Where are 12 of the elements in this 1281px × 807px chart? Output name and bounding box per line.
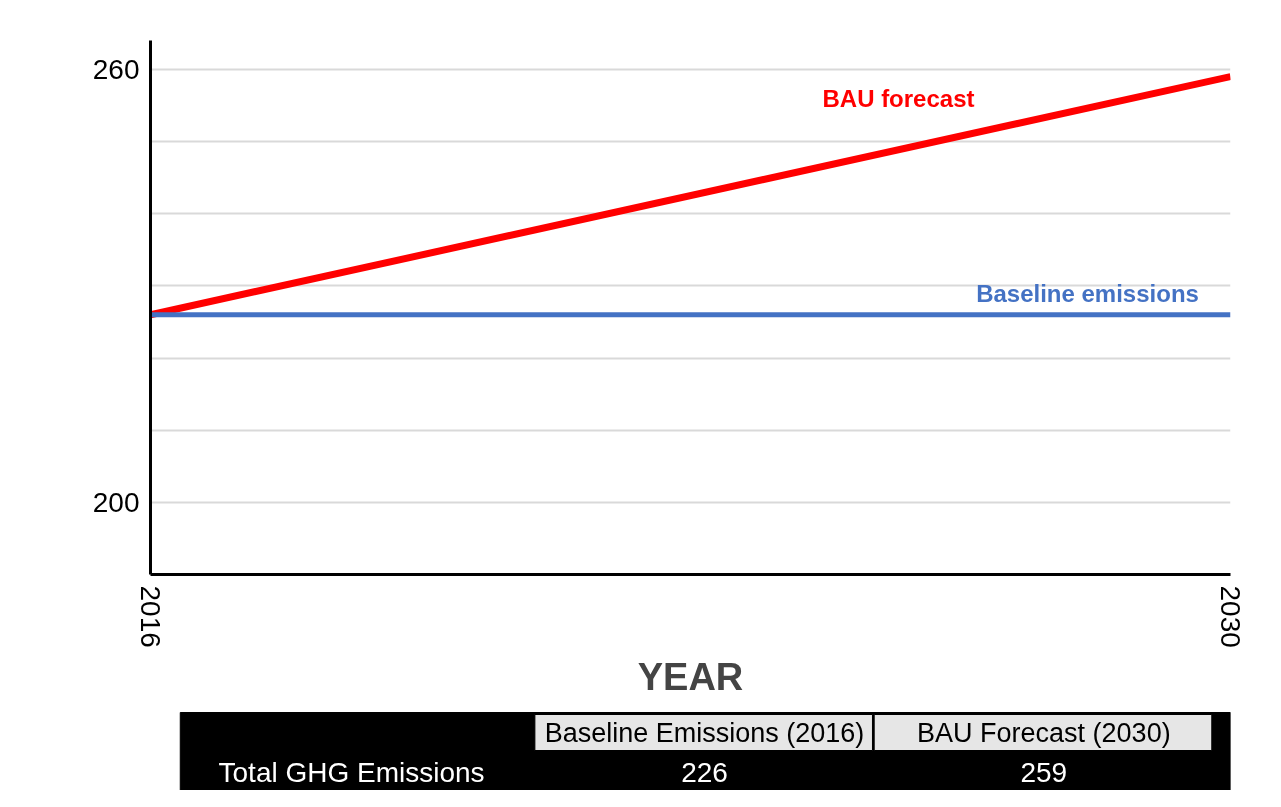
text: Total GHG Emissions bbox=[218, 757, 485, 788]
text: 259 bbox=[1020, 757, 1068, 788]
text: Baseline Emissions (2016) bbox=[544, 717, 865, 748]
text: 226 bbox=[681, 757, 728, 788]
text: BAU Forecast (2030) bbox=[917, 717, 1171, 748]
y-tick-label: 200 bbox=[92, 486, 140, 518]
x-tick-label: 2016 bbox=[135, 585, 166, 648]
series-label: BAU forecast bbox=[822, 85, 975, 113]
x-axis-title: YEAR bbox=[637, 655, 744, 698]
y-tick-label: 260 bbox=[92, 53, 140, 85]
series-label: Baseline emissions bbox=[976, 279, 1199, 307]
x-tick-label: 2030 bbox=[1215, 585, 1246, 648]
